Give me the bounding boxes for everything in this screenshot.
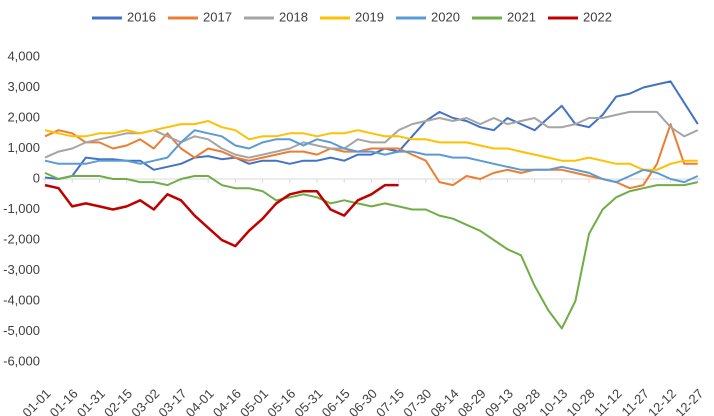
legend-label: 2021 bbox=[507, 9, 536, 24]
y-tick-label: -3,000 bbox=[3, 262, 40, 277]
y-tick-label: -2,000 bbox=[3, 231, 40, 246]
series-line bbox=[44, 183, 399, 248]
legend-label: 2022 bbox=[583, 9, 612, 24]
y-tick-label: -5,000 bbox=[3, 323, 40, 338]
series-line bbox=[44, 171, 699, 330]
legend-label: 2018 bbox=[279, 9, 308, 24]
y-tick-label: 1,000 bbox=[7, 140, 40, 155]
y-tick-label: 4,000 bbox=[7, 48, 40, 63]
series-line bbox=[44, 80, 699, 180]
x-tick-label: 11-12 bbox=[591, 386, 624, 416]
series-line bbox=[44, 129, 699, 184]
y-tick-label: -1,000 bbox=[3, 201, 40, 216]
legend-label: 2020 bbox=[431, 9, 460, 24]
y-tick-label: -6,000 bbox=[3, 353, 40, 368]
legend-label: 2017 bbox=[203, 9, 232, 24]
series-line bbox=[44, 120, 698, 171]
y-tick-label: 3,000 bbox=[7, 79, 40, 94]
y-tick-label: 0 bbox=[33, 170, 40, 185]
y-tick-label: -4,000 bbox=[3, 292, 40, 307]
series-line bbox=[44, 123, 698, 190]
legend-label: 2016 bbox=[127, 9, 156, 24]
y-tick-label: 2,000 bbox=[7, 109, 40, 124]
legend-label: 2019 bbox=[355, 9, 384, 24]
x-tick-label: 10-28 bbox=[563, 386, 597, 416]
x-tick-label: 12-27 bbox=[672, 386, 706, 416]
